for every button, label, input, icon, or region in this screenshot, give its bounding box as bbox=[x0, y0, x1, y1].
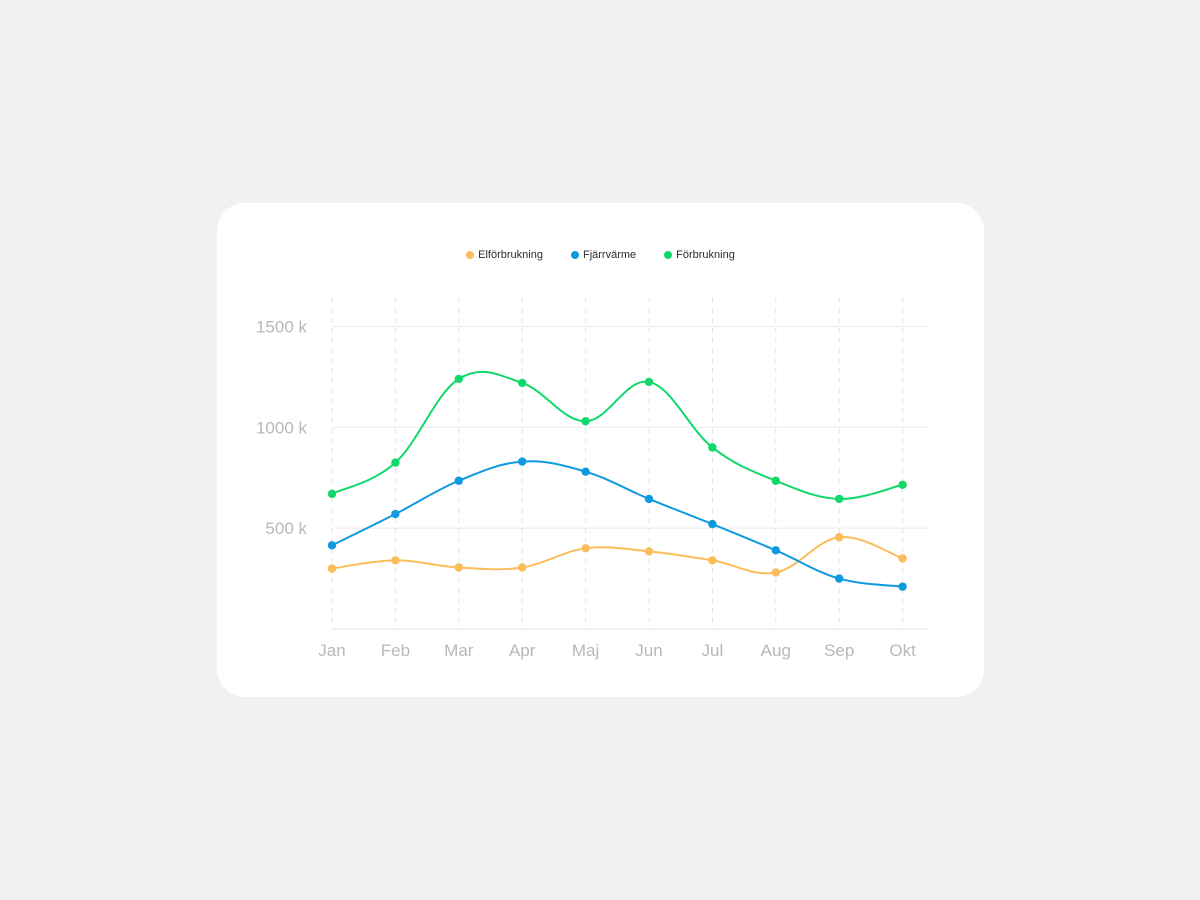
data-point-series-2 bbox=[898, 480, 907, 489]
legend-label-fjarrvarme: Fjärrvärme bbox=[582, 249, 637, 261]
x-tick-label: Mar bbox=[444, 641, 474, 660]
data-point-series-2 bbox=[708, 443, 717, 452]
data-point-series-2 bbox=[327, 489, 337, 499]
data-point-series-0 bbox=[391, 556, 400, 565]
legend-label-forbrukning: Förbrukning bbox=[676, 249, 735, 261]
series-line-2 bbox=[331, 370, 904, 500]
legend-label-elforbrukning: Elförbrukning bbox=[478, 249, 543, 261]
data-point-series-1 bbox=[771, 546, 780, 555]
y-tick-label: 500 k bbox=[265, 519, 307, 538]
data-point-series-0 bbox=[454, 563, 463, 572]
x-tick-label: Maj bbox=[572, 641, 599, 660]
series-line-1 bbox=[331, 460, 904, 588]
data-point-series-1 bbox=[644, 494, 654, 504]
data-point-series-0 bbox=[708, 556, 717, 565]
x-tick-label: Aug bbox=[761, 641, 791, 660]
data-point-series-0 bbox=[327, 564, 337, 573]
data-point-series-1 bbox=[391, 509, 400, 519]
data-point-series-2 bbox=[644, 377, 654, 387]
data-point-series-2 bbox=[454, 374, 463, 384]
line-chart: 500 k 1000 k 1500 k Jan Feb Mar Apr Maj Jun Jul Au… bbox=[256, 298, 928, 660]
data-point-series-0 bbox=[581, 544, 590, 553]
y-tick-label: 1500 k bbox=[256, 317, 308, 336]
legend-dot-elforbrukning bbox=[466, 251, 475, 259]
data-point-series-1 bbox=[518, 457, 527, 466]
data-point-series-1 bbox=[708, 519, 717, 529]
data-point-series-1 bbox=[835, 574, 844, 583]
x-tick-label: Okt bbox=[889, 641, 916, 660]
x-tick-label: Feb bbox=[381, 641, 410, 660]
x-tick-label: Jul bbox=[702, 641, 724, 660]
x-tick-label: Jan bbox=[318, 641, 345, 660]
data-point-series-2 bbox=[581, 417, 590, 426]
legend-item-fjarrvarme[interactable]: Fjärrvärme bbox=[570, 249, 637, 261]
chart-card: Elförbrukning Fjärrvärme Förbrukning 500… bbox=[217, 203, 984, 697]
data-point-series-0 bbox=[835, 533, 844, 542]
legend-dot-forbrukning bbox=[664, 251, 673, 259]
y-tick-label: 1000 k bbox=[256, 418, 308, 437]
legend-dot-fjarrvarme bbox=[570, 251, 579, 259]
data-point-series-2 bbox=[771, 476, 780, 485]
x-tick-label: Sep bbox=[824, 641, 854, 660]
legend-item-forbrukning[interactable]: Förbrukning bbox=[664, 249, 735, 261]
legend-item-elforbrukning[interactable]: Elförbrukning bbox=[466, 249, 543, 261]
data-point-series-0 bbox=[644, 547, 654, 556]
data-point-series-1 bbox=[898, 582, 907, 591]
data-point-series-0 bbox=[518, 563, 527, 572]
series-line-0 bbox=[331, 536, 904, 575]
data-point-series-2 bbox=[391, 458, 400, 467]
chart-legend: Elförbrukning Fjärrvärme Förbrukning bbox=[217, 249, 984, 261]
x-tick-label: Apr bbox=[509, 641, 536, 660]
x-tick-label: Jun bbox=[635, 641, 662, 660]
data-point-series-1 bbox=[581, 467, 590, 476]
data-point-series-0 bbox=[771, 568, 780, 577]
data-point-series-1 bbox=[327, 541, 337, 550]
data-point-series-2 bbox=[835, 494, 844, 504]
data-point-series-0 bbox=[898, 554, 907, 563]
data-point-series-1 bbox=[454, 476, 463, 485]
data-point-series-2 bbox=[518, 378, 527, 388]
